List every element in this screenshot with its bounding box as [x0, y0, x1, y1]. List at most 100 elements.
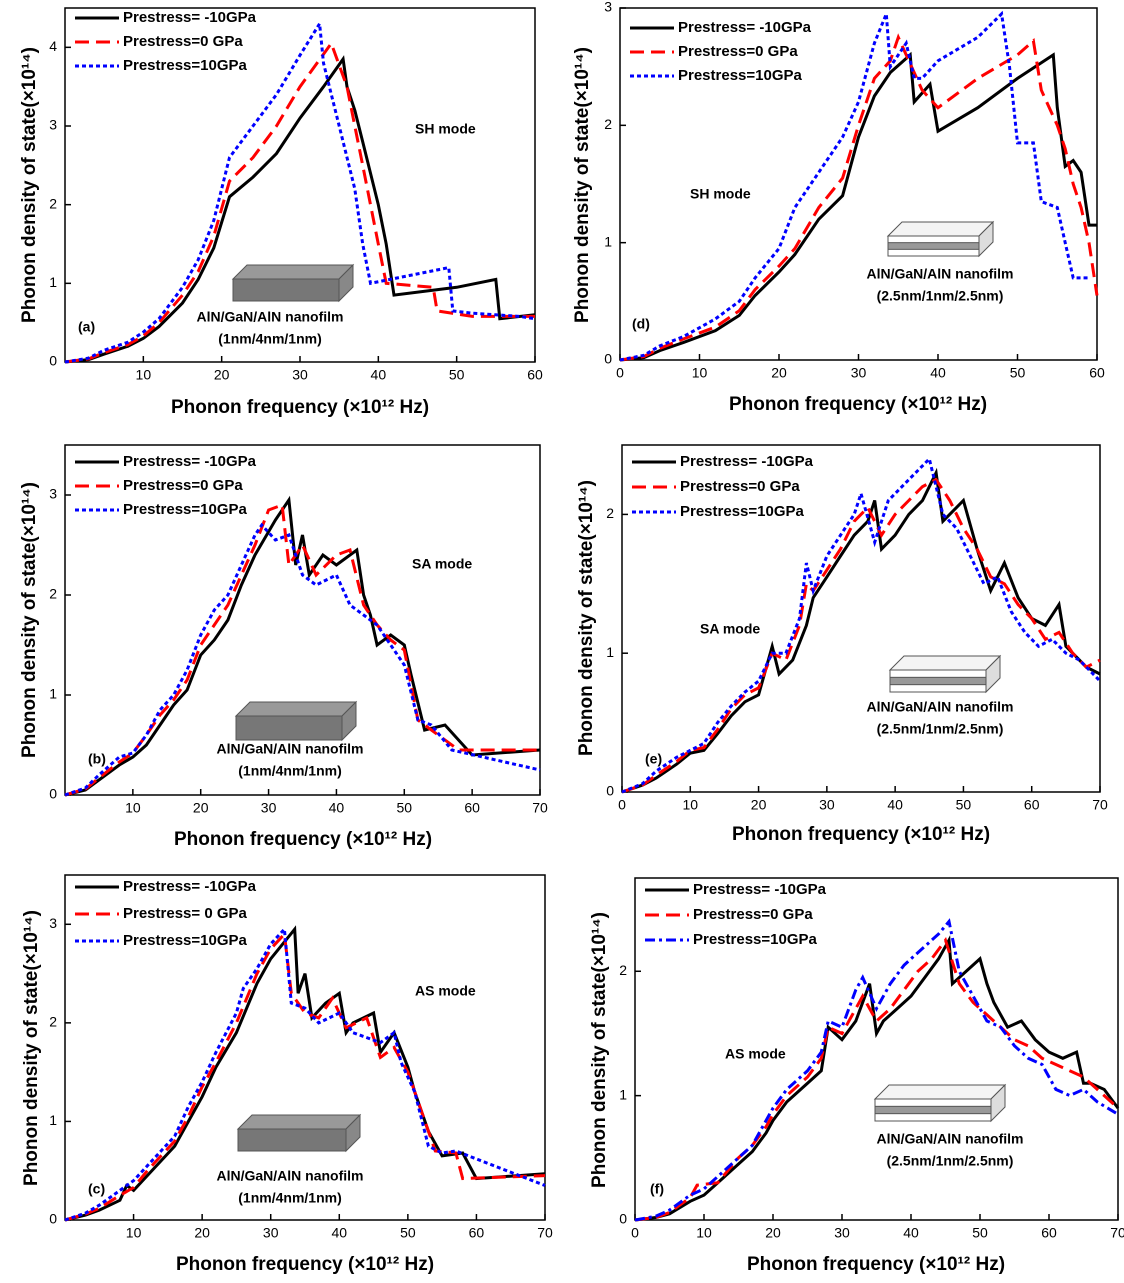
slab-middle-layer — [888, 243, 979, 250]
x-tick-label: 30 — [851, 365, 867, 381]
x-axis-label: Phonon frequency (×10¹² Hz) — [747, 1254, 1005, 1275]
y-tick-label: 0 — [49, 786, 57, 802]
x-tick-label: 30 — [292, 367, 308, 383]
x-tick-label: 50 — [449, 367, 465, 383]
y-tick-label: 2 — [604, 116, 612, 132]
x-tick-label: 20 — [214, 367, 230, 383]
legend-label: Prestress= -10GPa — [123, 9, 257, 26]
annotation: (2.5nm/1nm/2.5nm) — [877, 288, 1004, 304]
legend-label: Prestress=0 GPa — [123, 477, 243, 494]
x-axis-label: Phonon frequency (×10¹² Hz) — [174, 829, 432, 850]
annotation: (2.5nm/1nm/2.5nm) — [887, 1153, 1014, 1169]
x-tick-label: 10 — [682, 797, 698, 813]
slab-middle-layer — [890, 677, 986, 684]
x-tick-label: 60 — [527, 367, 543, 383]
y-tick-label: 3 — [49, 915, 57, 931]
y-tick-label: 1 — [49, 1112, 57, 1128]
slab-middle-layer — [875, 1106, 991, 1113]
annotation: AlN/GaN/AlN nanofilm — [866, 266, 1013, 282]
legend-label: Prestress=0 GPa — [123, 33, 243, 50]
mode-label: SA mode — [412, 556, 472, 572]
y-tick-label: 0 — [619, 1211, 627, 1227]
x-tick-label: 50 — [1010, 365, 1026, 381]
x-tick-label: 10 — [696, 1225, 712, 1241]
x-tick-label: 20 — [771, 365, 787, 381]
legend-label: Prestress=10GPa — [693, 931, 818, 948]
y-tick-label: 0 — [49, 1211, 57, 1227]
annotation: (1nm/4nm/1nm) — [238, 1190, 341, 1206]
x-tick-label: 60 — [464, 800, 480, 816]
legend-label: Prestress=10GPa — [123, 57, 248, 74]
legend-label: Prestress=10GPa — [680, 503, 805, 520]
slab-front — [233, 279, 339, 301]
x-tick-label: 70 — [1092, 797, 1108, 813]
legend-label: Prestress= -10GPa — [693, 881, 827, 898]
x-tick-label: 40 — [331, 1225, 347, 1241]
legend-label: Prestress=10GPa — [123, 932, 248, 949]
panel-label: (f) — [650, 1181, 664, 1197]
annotation: AlN/GaN/AlN nanofilm — [216, 1168, 363, 1184]
annotation: (1nm/4nm/1nm) — [218, 331, 321, 347]
y-tick-label: 0 — [49, 353, 57, 369]
data-line — [635, 922, 1118, 1221]
x-axis-label: Phonon frequency (×10¹² Hz) — [176, 1254, 434, 1275]
y-axis-label: Phonon density of state(×10¹⁴) — [19, 482, 40, 758]
x-tick-label: 50 — [956, 797, 972, 813]
panel: 102030405060700123Phonon frequency (×10¹… — [19, 445, 548, 850]
panel-label: (d) — [632, 316, 650, 332]
legend-label: Prestress=10GPa — [123, 501, 248, 518]
legend-label: Prestress=0 GPa — [693, 906, 813, 923]
y-tick-label: 1 — [606, 644, 614, 660]
figure: 10203040506001234Phonon frequency (×10¹²… — [0, 0, 1124, 1278]
data-line — [635, 940, 1118, 1220]
plot-frame — [620, 8, 1097, 360]
x-tick-label: 60 — [1089, 365, 1105, 381]
x-tick-label: 20 — [194, 1225, 210, 1241]
legend-label: Prestress=0 GPa — [680, 478, 800, 495]
x-axis-label: Phonon frequency (×10¹² Hz) — [729, 394, 987, 415]
x-tick-label: 60 — [1041, 1225, 1057, 1241]
slab-front — [238, 1129, 346, 1151]
x-tick-label: 0 — [616, 365, 624, 381]
mode-label: AS mode — [725, 1046, 786, 1062]
x-tick-label: 20 — [193, 800, 209, 816]
y-tick-label: 1 — [49, 686, 57, 702]
mode-label: SH mode — [690, 186, 751, 202]
x-tick-label: 50 — [400, 1225, 416, 1241]
x-tick-label: 20 — [751, 797, 767, 813]
x-axis-label: Phonon frequency (×10¹² Hz) — [732, 824, 990, 845]
mode-label: SH mode — [415, 121, 476, 137]
x-tick-label: 30 — [261, 800, 277, 816]
annotation: AlN/GaN/AlN nanofilm — [866, 699, 1013, 715]
x-tick-label: 20 — [765, 1225, 781, 1241]
x-tick-label: 10 — [136, 367, 152, 383]
y-tick-label: 2 — [49, 1014, 57, 1030]
x-axis-label: Phonon frequency (×10¹² Hz) — [171, 397, 429, 418]
y-tick-label: 4 — [49, 38, 57, 54]
slab-front — [236, 716, 342, 740]
x-tick-label: 10 — [692, 365, 708, 381]
y-axis-label: Phonon density of state(×10¹⁴) — [576, 480, 597, 756]
legend-label: Prestress=10GPa — [678, 67, 803, 84]
x-tick-label: 10 — [125, 800, 141, 816]
x-tick-label: 0 — [618, 797, 626, 813]
x-tick-label: 30 — [263, 1225, 279, 1241]
y-tick-label: 0 — [604, 351, 612, 367]
y-axis-label: Phonon density of state(×10¹⁴) — [19, 47, 40, 323]
y-tick-label: 3 — [49, 486, 57, 502]
data-line — [620, 55, 1097, 360]
y-tick-label: 2 — [606, 505, 614, 521]
x-tick-label: 40 — [329, 800, 345, 816]
legend-label: Prestress= 0 GPa — [123, 905, 247, 922]
legend-label: Prestress= -10GPa — [123, 453, 257, 470]
y-tick-label: 1 — [49, 274, 57, 290]
slab-top — [238, 1115, 360, 1129]
panel-label: (b) — [88, 751, 106, 767]
x-tick-label: 0 — [631, 1225, 639, 1241]
y-tick-label: 1 — [619, 1086, 627, 1102]
x-tick-label: 70 — [1110, 1225, 1124, 1241]
